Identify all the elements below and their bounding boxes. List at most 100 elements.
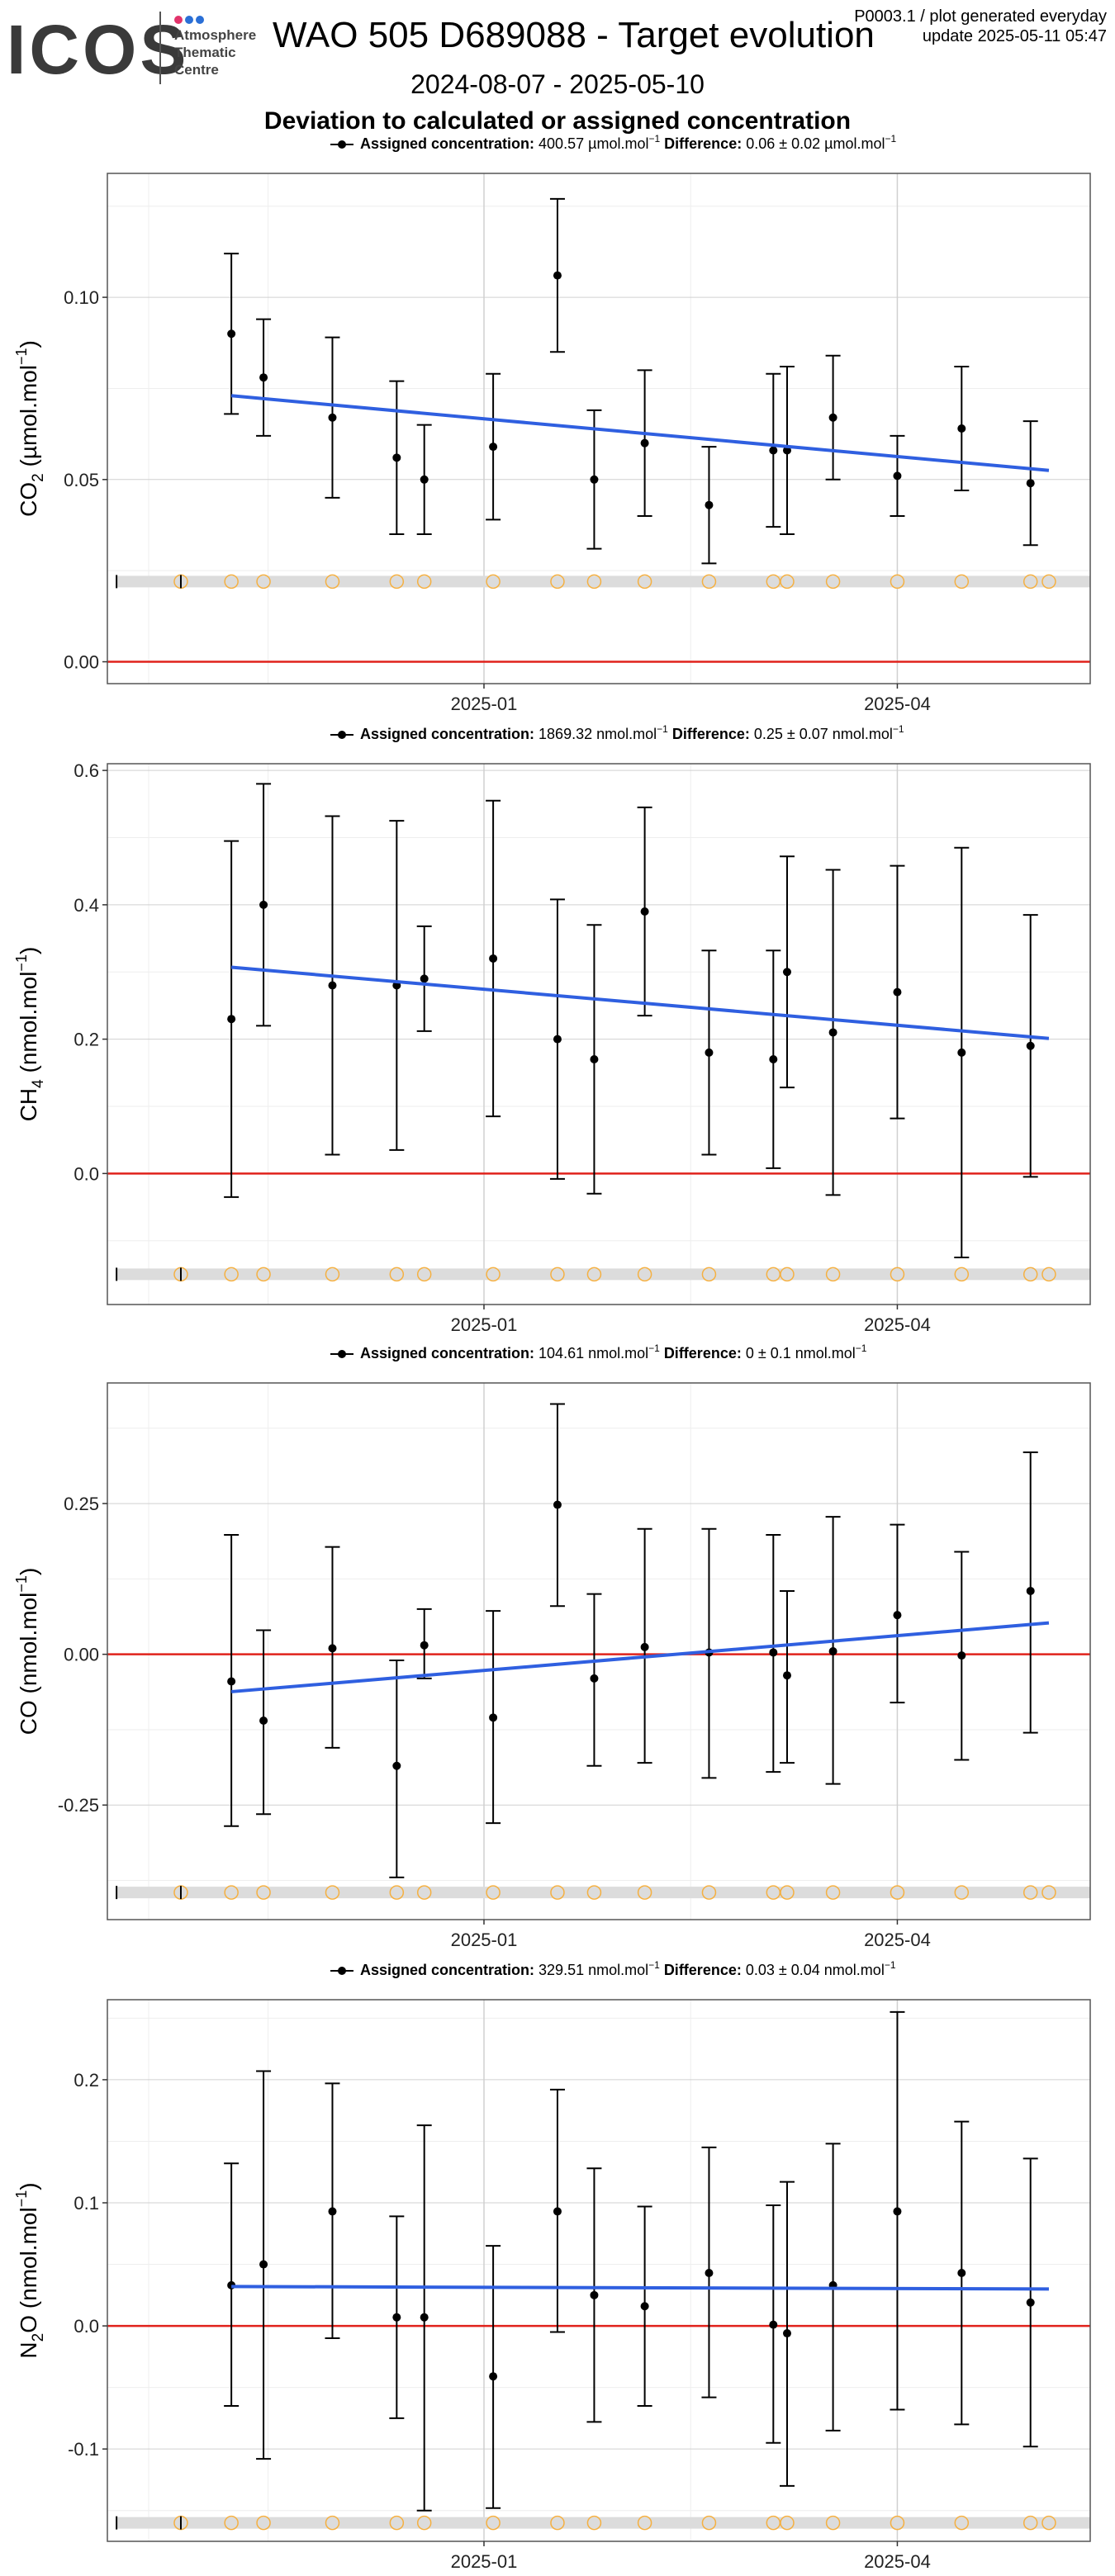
rug-marker	[890, 1267, 905, 1282]
rug-band	[116, 1268, 1091, 1281]
data-point	[489, 1713, 498, 1722]
rug-marker	[486, 2515, 501, 2531]
data-point	[553, 1500, 562, 1509]
panel: Assigned concentration: 1869.32 nmol.mol…	[13, 723, 1091, 1335]
data-point	[392, 1761, 401, 1770]
panel: Assigned concentration: 400.57 µmol.mol−…	[13, 133, 1091, 714]
x-tick-label: 2025-04	[864, 1314, 931, 1335]
legend-diff-label: Difference:	[664, 1962, 742, 1978]
rug-marker	[389, 2515, 405, 2531]
legend-value: 104.61 nmol.mol	[534, 1345, 648, 1361]
y-tick-label: 0.4	[74, 895, 99, 916]
data-point	[769, 1648, 778, 1657]
rug-marker	[224, 1267, 239, 1282]
data-point	[328, 2207, 337, 2216]
data-point	[769, 1055, 778, 1064]
legend-sup: −1	[648, 1959, 660, 1971]
y-tick-label: -0.1	[68, 2439, 99, 2460]
rug-marker	[637, 574, 652, 590]
legend-value: 400.57 µmol.mol	[534, 135, 648, 152]
rug-marker	[637, 2515, 652, 2531]
legend-diff-label: Difference:	[664, 1345, 742, 1361]
rug-marker	[389, 574, 405, 590]
data-point	[392, 453, 401, 462]
rug-marker	[256, 2515, 271, 2531]
legend-diff-sup: −1	[885, 133, 897, 144]
data-point	[893, 987, 902, 997]
rug-marker	[825, 1267, 841, 1282]
data-point	[227, 329, 236, 339]
rug-marker	[701, 1267, 717, 1282]
data-point	[259, 2260, 268, 2269]
rug-marker	[954, 1885, 970, 1900]
plot-border	[107, 173, 1091, 684]
legend-value: 1869.32 nmol.mol	[534, 726, 657, 742]
rug-marker	[954, 1267, 970, 1282]
logo-dot	[196, 16, 204, 24]
rug-marker	[825, 1885, 841, 1900]
y-axis-label: CH4 (nmol.mol−1)	[13, 947, 47, 1122]
ylabel-unit-sup: −1	[13, 954, 30, 972]
logo-text-line: Atmosphere	[174, 27, 257, 43]
y-tick-label: 0.25	[64, 1494, 99, 1514]
data-point	[828, 1028, 837, 1037]
rug-marker	[1022, 2515, 1038, 2531]
ylabel-unit: (nmol.mol	[16, 972, 41, 1080]
data-point	[957, 1048, 966, 1057]
trend-line	[230, 1621, 1050, 1693]
data-point	[328, 1644, 337, 1653]
legend-sup: −1	[648, 1342, 660, 1354]
x-tick-label: 2025-01	[451, 1930, 518, 1950]
ylabel-main: CO	[16, 1700, 41, 1735]
y-tick-label: 0.2	[74, 1030, 99, 1050]
ylabel-main: N	[16, 2342, 41, 2358]
legend-diff-sup: −1	[885, 1959, 896, 1971]
data-point	[705, 500, 714, 509]
rug-marker	[325, 574, 340, 590]
rug-marker	[825, 2515, 841, 2531]
data-point	[420, 1641, 429, 1650]
y-tick-label: 0.00	[64, 1645, 99, 1665]
y-tick-label: 0.05	[64, 470, 99, 490]
y-tick-label: 0.0	[74, 2316, 99, 2337]
trend-line	[230, 394, 1050, 472]
data-point	[227, 1015, 236, 1024]
y-axis-label: CO (nmol.mol−1)	[13, 1568, 41, 1735]
rug-marker	[389, 1885, 405, 1900]
logo-separator	[159, 12, 161, 84]
legend-diff-value: 0 ± 0.1 nmol.mol	[742, 1345, 856, 1361]
rug-marker	[416, 2515, 432, 2531]
rug-marker	[389, 1267, 405, 1282]
rug-marker	[550, 1267, 565, 1282]
ylabel-after: O	[16, 2315, 41, 2333]
rug-band	[116, 2517, 1091, 2529]
logo-dots	[174, 13, 206, 28]
y-tick-label: 0.6	[74, 760, 99, 781]
legend-sup: −1	[657, 723, 668, 735]
y-tick-label: 0.2	[74, 2070, 99, 2091]
ylabel-unit: (nmol.mol	[16, 2207, 41, 2315]
ylabel-sub: 2	[30, 473, 47, 482]
data-point	[259, 900, 268, 909]
legend-diff-label: Difference:	[664, 135, 742, 152]
rug-marker	[1041, 2515, 1056, 2531]
rug-band	[116, 1887, 1091, 1899]
legend-text: Assigned concentration: 329.51 nmol.mol−…	[360, 1959, 896, 1978]
x-tick-label: 2025-04	[864, 1930, 931, 1950]
ylabel-unit-sup: −1	[13, 348, 30, 365]
rug-marker	[890, 2515, 905, 2531]
rug-marker	[224, 574, 239, 590]
icos-logo-word: ICOS	[7, 11, 190, 88]
data-point	[420, 974, 429, 983]
rug-marker	[224, 2515, 239, 2531]
data-point	[893, 2207, 902, 2216]
figure-subtitle: Deviation to calculated or assigned conc…	[263, 107, 852, 135]
data-point	[1026, 2298, 1035, 2307]
ylabel-sub: 4	[30, 1079, 47, 1088]
rug-marker	[256, 1885, 271, 1900]
legend-diff-value: 0.25 ± 0.07 nmol.mol	[750, 726, 893, 742]
rug-marker	[825, 574, 841, 590]
data-point	[640, 2302, 649, 2311]
rug-marker	[224, 1885, 239, 1900]
ylabel-unit: (µmol.mol	[16, 365, 41, 473]
